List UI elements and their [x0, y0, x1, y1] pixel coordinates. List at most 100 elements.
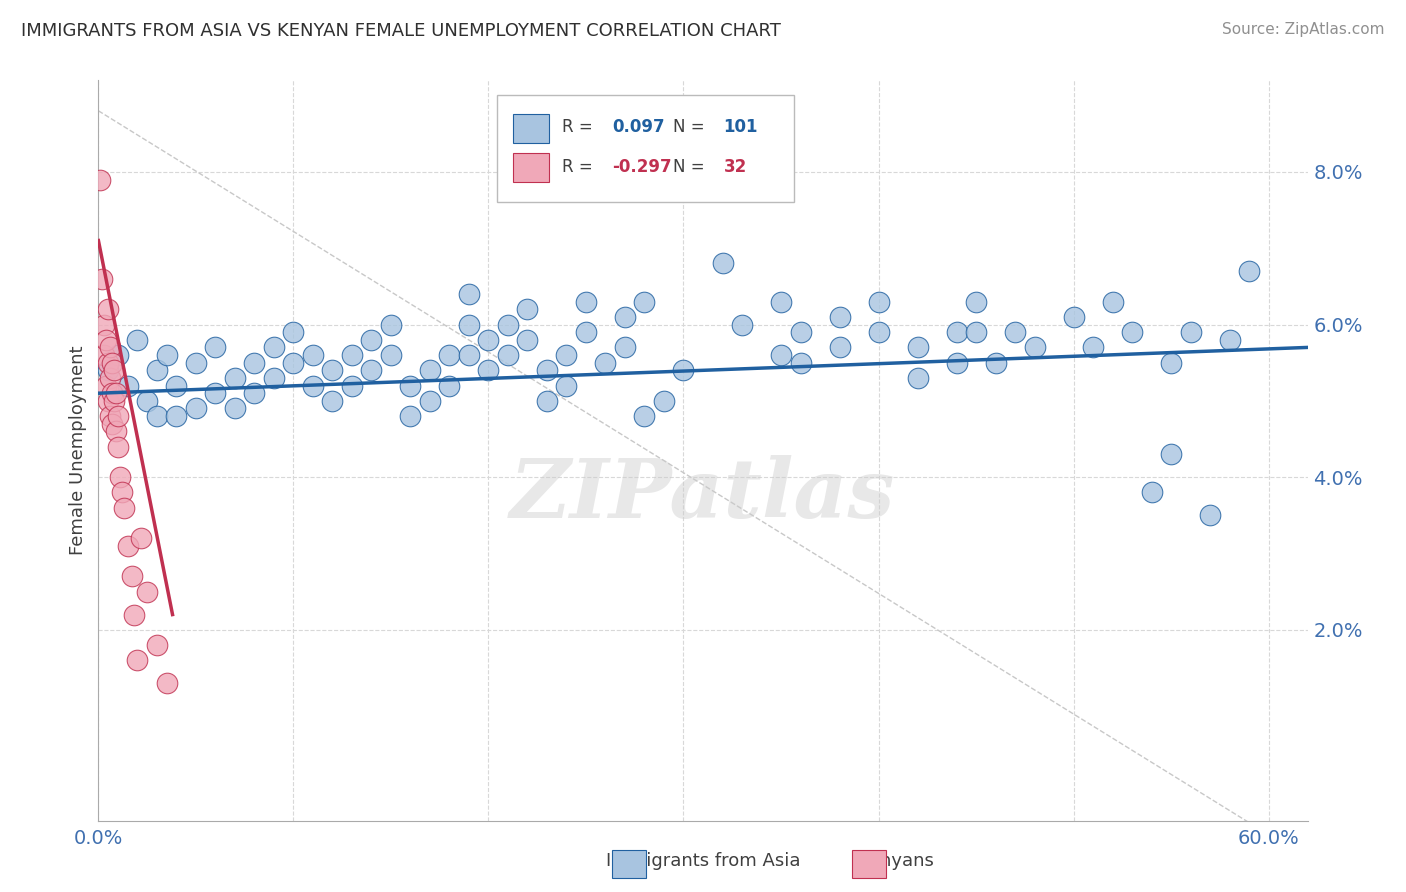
Point [633, 294, 655, 309]
Point [101, 356, 124, 370]
Point [769, 348, 792, 362]
Y-axis label: Female Unemployment: Female Unemployment [69, 346, 87, 555]
Point [380, 348, 402, 362]
Point [789, 356, 811, 370]
Point [1140, 485, 1163, 500]
Point [321, 393, 343, 408]
Point [1160, 356, 1182, 370]
Point [97, 302, 120, 317]
Point [108, 470, 131, 484]
Point [458, 287, 481, 301]
Point [165, 409, 187, 423]
Text: 32: 32 [724, 158, 747, 176]
Point [96, 378, 118, 392]
Point [711, 256, 734, 270]
FancyBboxPatch shape [513, 113, 550, 144]
Point [146, 363, 169, 377]
Point [1121, 325, 1143, 339]
Point [380, 318, 402, 332]
Point [984, 356, 1007, 370]
Point [101, 417, 124, 431]
Point [1101, 294, 1123, 309]
Point [93, 348, 115, 362]
Point [828, 310, 851, 324]
Point [496, 348, 519, 362]
Point [340, 348, 363, 362]
Point [575, 325, 598, 339]
Point [184, 356, 207, 370]
FancyBboxPatch shape [852, 849, 886, 878]
Point [111, 485, 134, 500]
Point [555, 378, 578, 392]
Point [1024, 340, 1046, 354]
Point [536, 393, 558, 408]
Point [1004, 325, 1026, 339]
Text: Immigrants from Asia: Immigrants from Asia [606, 853, 800, 871]
Point [121, 569, 143, 583]
Point [103, 393, 125, 408]
Point [536, 363, 558, 377]
Point [243, 356, 266, 370]
Point [93, 318, 115, 332]
Text: 101: 101 [724, 118, 758, 136]
Point [419, 363, 441, 377]
Point [117, 539, 139, 553]
Point [283, 325, 305, 339]
Point [789, 325, 811, 339]
Point [399, 378, 422, 392]
Point [868, 294, 890, 309]
Point [1237, 264, 1260, 278]
Point [1160, 447, 1182, 461]
Point [907, 371, 929, 385]
Point [614, 340, 637, 354]
Point [101, 386, 124, 401]
Point [652, 393, 675, 408]
Text: ZIPatlas: ZIPatlas [510, 455, 896, 535]
Text: 0.097: 0.097 [613, 118, 665, 136]
Text: N =: N = [673, 118, 710, 136]
Point [868, 325, 890, 339]
Text: -0.297: -0.297 [613, 158, 672, 176]
Point [146, 638, 169, 652]
Point [1199, 508, 1222, 523]
Point [965, 325, 987, 339]
Point [97, 363, 120, 377]
Point [184, 401, 207, 416]
Point [107, 440, 129, 454]
Point [122, 607, 145, 622]
Point [965, 294, 987, 309]
Point [399, 409, 422, 423]
Text: N =: N = [673, 158, 710, 176]
Point [1063, 310, 1085, 324]
Point [1219, 333, 1241, 347]
Point [104, 386, 127, 401]
Point [91, 271, 114, 285]
Point [477, 333, 499, 347]
Point [419, 393, 441, 408]
Point [302, 378, 325, 392]
Point [360, 333, 382, 347]
Point [165, 378, 187, 392]
FancyBboxPatch shape [613, 849, 647, 878]
Point [828, 340, 851, 354]
Point [477, 363, 499, 377]
Point [614, 310, 637, 324]
Point [1180, 325, 1202, 339]
Point [496, 318, 519, 332]
Text: R =: R = [561, 118, 598, 136]
Text: R =: R = [561, 158, 598, 176]
Point [97, 356, 120, 370]
Point [117, 378, 139, 392]
Point [340, 378, 363, 392]
Point [107, 409, 129, 423]
Point [224, 371, 246, 385]
Point [127, 333, 149, 347]
Point [131, 531, 153, 545]
Point [458, 318, 481, 332]
Point [103, 363, 125, 377]
Point [136, 393, 159, 408]
Point [516, 302, 538, 317]
Point [98, 371, 121, 385]
Point [146, 409, 169, 423]
Point [1081, 340, 1104, 354]
